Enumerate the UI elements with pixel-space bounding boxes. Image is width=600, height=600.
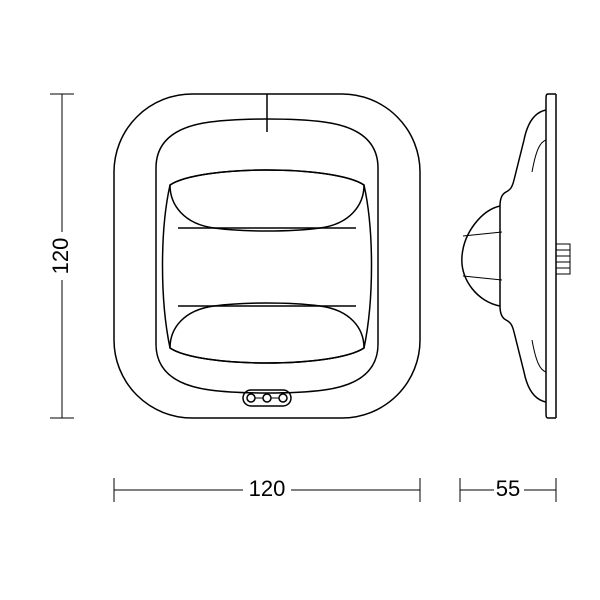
dim-width-side-text: 55	[496, 476, 520, 501]
front-view	[114, 94, 420, 418]
side-backplate-bot-cap	[546, 412, 556, 418]
dim-width-front-text: 120	[249, 476, 286, 501]
front-inner-opening	[156, 119, 378, 393]
side-lens-line-lower	[463, 276, 502, 280]
side-frame-inner	[532, 140, 546, 372]
front-dome-side-right	[364, 185, 372, 348]
side-connector	[556, 244, 570, 274]
dimension-diagram: 120 120 120 55	[0, 0, 600, 600]
front-outer-frame	[114, 94, 420, 418]
front-lens-bottom-band	[170, 303, 364, 363]
side-backplate-top-cap	[546, 94, 556, 100]
side-view	[462, 94, 570, 418]
front-dome-bottom-arc	[170, 348, 364, 363]
dim-height-text: 120	[48, 238, 73, 275]
side-dome-profile	[462, 206, 500, 306]
front-lens-top-band	[170, 170, 364, 231]
front-dome-top-arc	[170, 170, 364, 185]
front-dome-side-left	[163, 185, 171, 348]
side-frame-profile	[500, 110, 546, 402]
